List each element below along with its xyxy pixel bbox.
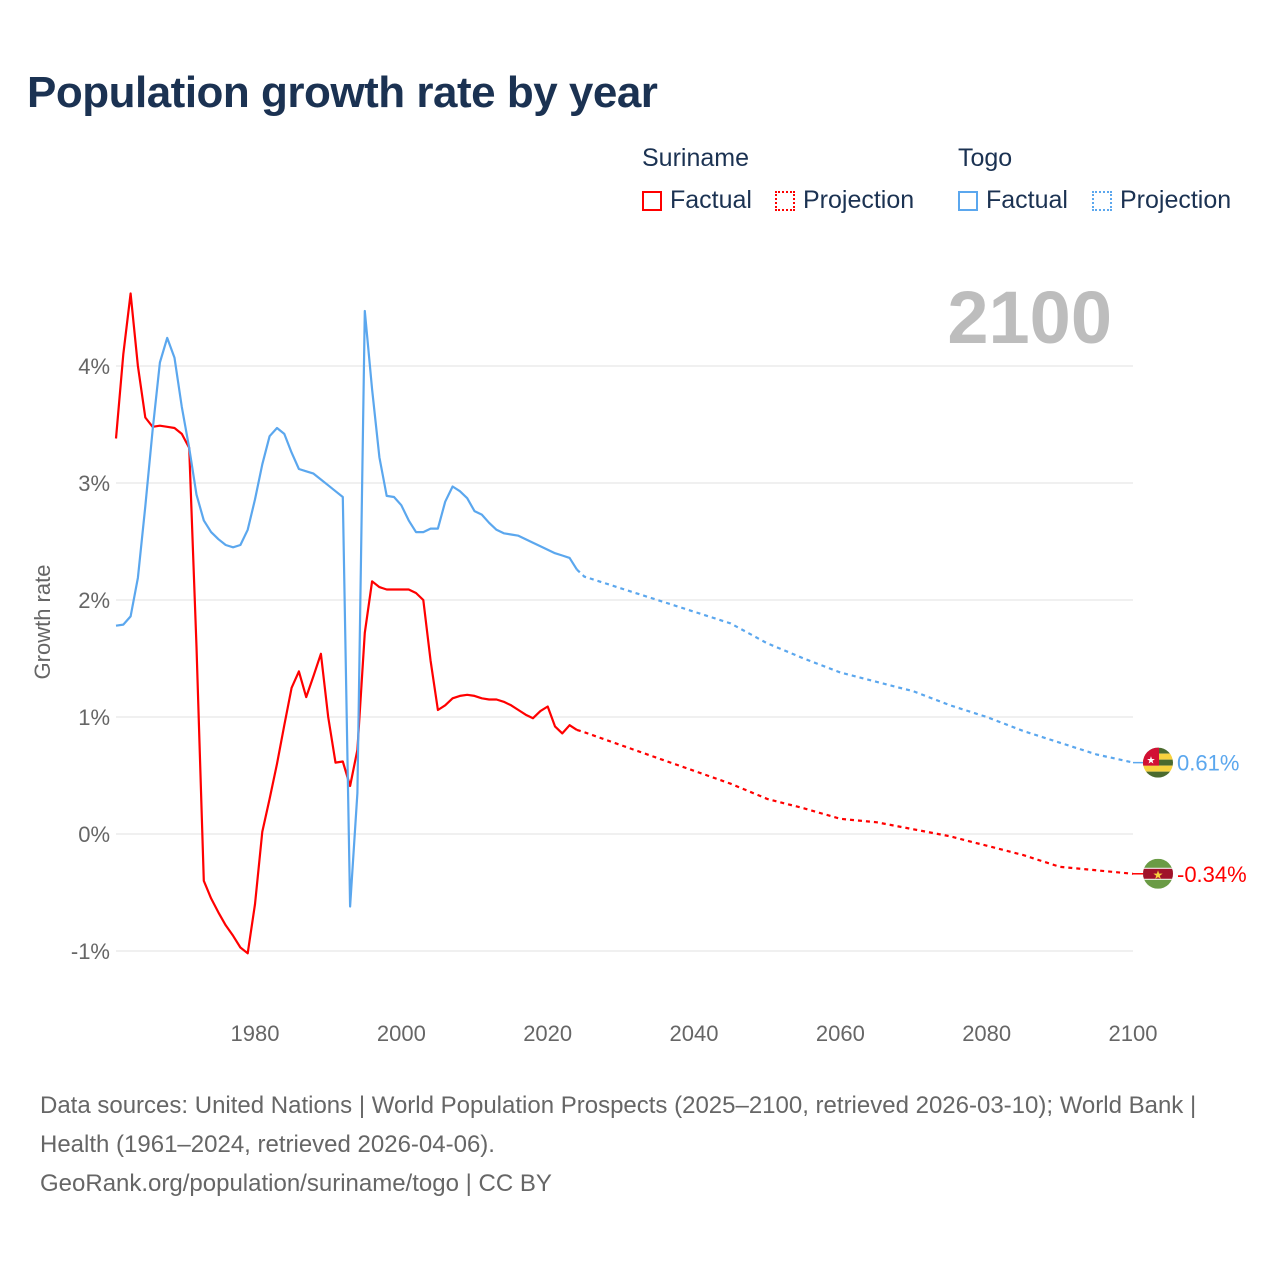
- legend-item-suriname-projection[interactable]: Projection: [775, 186, 914, 215]
- x-tick-label: 2000: [377, 1021, 426, 1046]
- legend-country-label: Suriname: [642, 144, 749, 172]
- y-tick-label: 3%: [78, 471, 110, 496]
- x-tick-label: 2100: [1109, 1021, 1158, 1046]
- credit-link[interactable]: GeoRank.org/population/suriname/togo | C…: [40, 1170, 552, 1197]
- legend-item-togo-projection[interactable]: Projection: [1092, 186, 1231, 215]
- y-axis-label: Growth rate: [30, 565, 55, 680]
- suriname-factual-line: [114, 292, 578, 955]
- x-tick-label: 1980: [231, 1021, 280, 1046]
- x-tick-label: 2020: [523, 1021, 572, 1046]
- solid-swatch-icon: [958, 190, 978, 211]
- legend-item-togo-factual[interactable]: Factual: [958, 186, 1068, 215]
- legend-label: Projection: [1120, 186, 1232, 214]
- dotted-swatch-icon: [775, 190, 795, 211]
- suriname-projection-line: [576, 728, 1134, 875]
- suriname-flag-icon: [1143, 858, 1173, 889]
- page-title: Population growth rate by year: [27, 68, 658, 117]
- legend-label: Factual: [986, 186, 1068, 214]
- y-tick-label: 0%: [78, 822, 110, 847]
- data-sources: Data sources: United Nations | World Pop…: [40, 1092, 1197, 1158]
- legend-item-suriname-factual[interactable]: Factual: [642, 186, 752, 215]
- togo-factual-line: [115, 309, 578, 908]
- legend-country-label: Togo: [958, 144, 1013, 172]
- suriname-end-value-label: -0.34%: [1177, 862, 1247, 887]
- footer: Data sources: United Nations | World Pop…: [40, 1086, 1240, 1203]
- solid-swatch-icon: [642, 190, 662, 211]
- x-tick-label: 2080: [962, 1021, 1011, 1046]
- y-tick-label: -1%: [71, 939, 110, 964]
- y-tick-label: 2%: [78, 588, 110, 613]
- year-label: 2100: [947, 276, 1112, 359]
- togo-projection-line: [576, 568, 1134, 764]
- x-tick-label: 2060: [816, 1021, 865, 1046]
- x-tick-label: 2040: [670, 1021, 719, 1046]
- y-tick-label: 4%: [78, 354, 110, 379]
- legend-label: Factual: [670, 186, 752, 214]
- togo-end-value-label: 0.61%: [1177, 751, 1239, 776]
- star-icon: ★: [1153, 868, 1164, 882]
- y-tick-label: 1%: [78, 705, 110, 730]
- star-icon: ★: [1147, 756, 1156, 767]
- legend-label: Projection: [803, 186, 915, 214]
- dotted-swatch-icon: [1092, 190, 1112, 211]
